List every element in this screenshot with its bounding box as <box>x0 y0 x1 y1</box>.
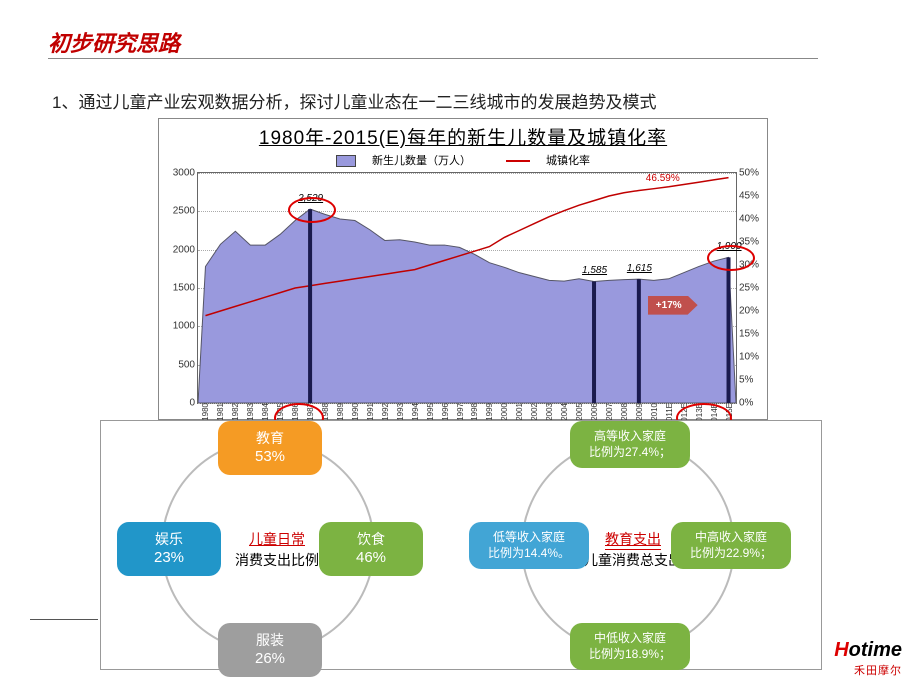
section-subtext: 1、通过儿童产业宏观数据分析，探讨儿童业态在一二三线城市的发展趋势及模式 <box>52 88 656 113</box>
chart-legend: 新生儿数量（万人） 城镇化率 <box>159 150 767 170</box>
section-heading: 初步研究思路 <box>48 26 180 58</box>
decor-line <box>30 619 98 620</box>
ring-pill: 中低收入家庭比例为18.9%； <box>570 623 690 670</box>
ring-pill: 娱乐23% <box>117 522 221 576</box>
rings-panel: 儿童日常消费支出比例 教育支出儿童消费总支出 教育53%饮食46%服装26%娱乐… <box>100 420 822 670</box>
legend-swatch-area <box>336 155 356 167</box>
ring-pill: 高等收入家庭比例为27.4%； <box>570 421 690 468</box>
ring-pill: 饮食46% <box>319 522 423 576</box>
ring-pill: 中高收入家庭比例为22.9%； <box>671 522 791 569</box>
ring-left-center: 儿童日常消费支出比例 <box>229 529 325 571</box>
births-urbanization-chart: 1980年-2015(E)每年的新生儿数量及城镇化率 新生儿数量（万人） 城镇化… <box>158 118 768 420</box>
chart-title: 1980年-2015(E)每年的新生儿数量及城镇化率 <box>159 119 767 150</box>
chart-plot-area: 0500100015002000250030000%5%10%15%20%25%… <box>197 172 737 404</box>
legend-swatch-line <box>506 160 530 162</box>
ring-pill: 低等收入家庭比例为14.4%。 <box>469 522 589 569</box>
logo-sub: 禾田摩尔 <box>834 662 902 678</box>
ring-pill: 服装26% <box>218 623 322 677</box>
ring-pill: 教育53% <box>218 421 322 475</box>
logo-main: Hotime <box>834 639 902 662</box>
heading-underline <box>48 58 818 59</box>
brand-logo: Hotime 禾田摩尔 <box>834 639 902 678</box>
